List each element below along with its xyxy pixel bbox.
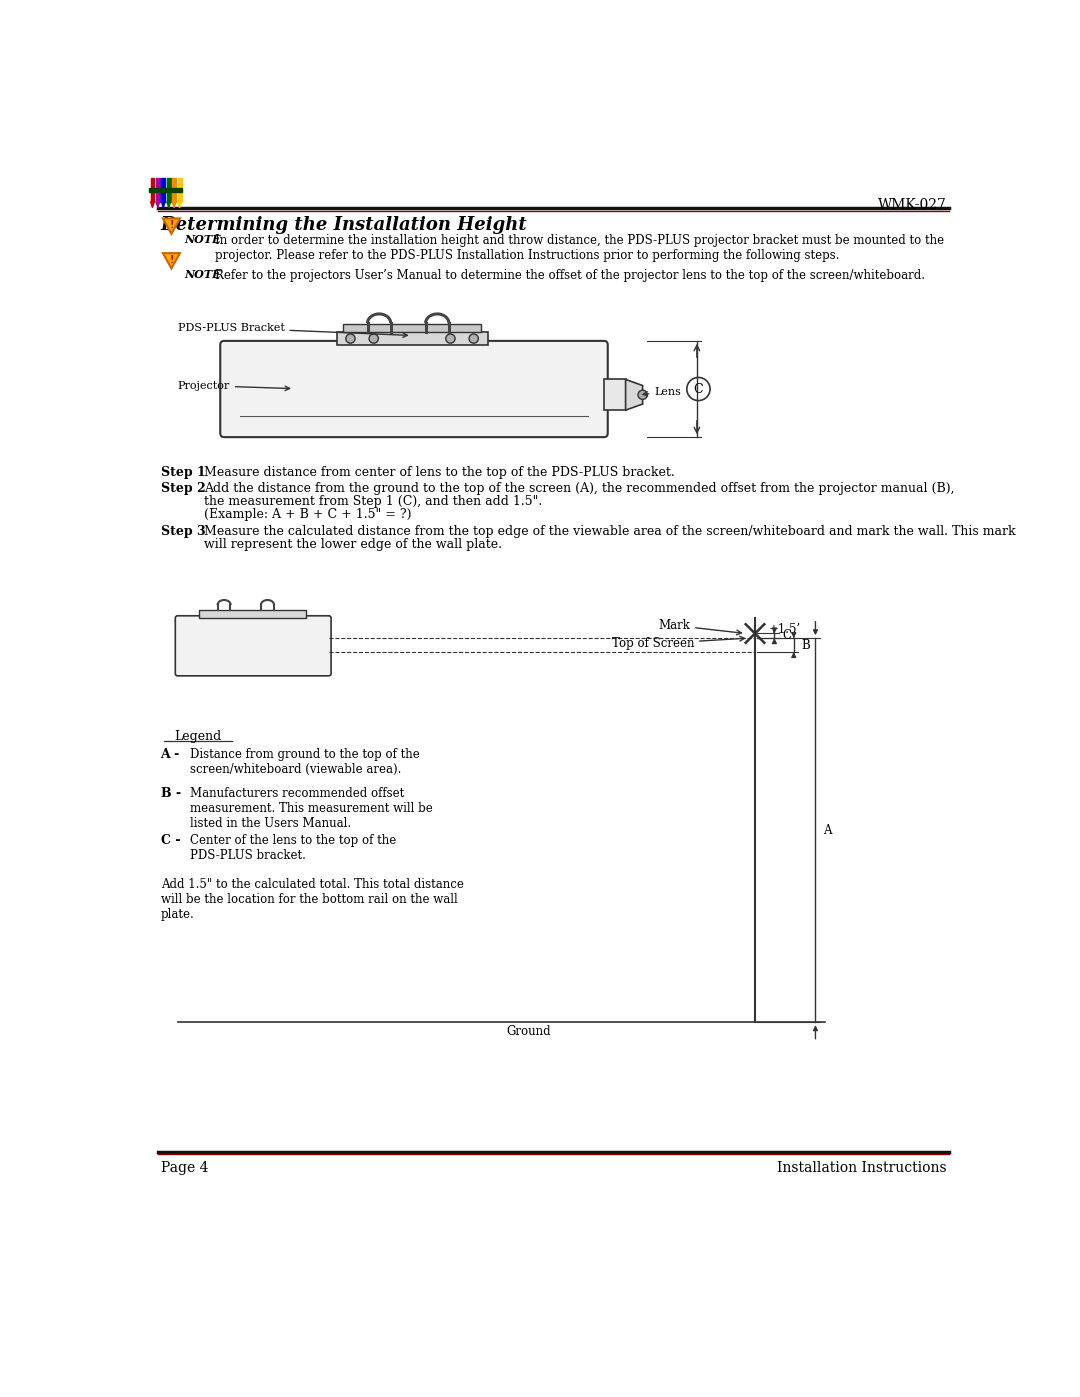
Text: A: A <box>823 824 832 837</box>
Text: !: ! <box>170 256 174 265</box>
Circle shape <box>469 334 478 344</box>
Text: Installation Instructions: Installation Instructions <box>777 1161 946 1175</box>
Text: WMK-027: WMK-027 <box>878 198 947 212</box>
Text: NOTE: NOTE <box>185 268 221 279</box>
Text: A -: A - <box>161 749 180 761</box>
Text: C: C <box>693 383 703 395</box>
Text: B -: B - <box>161 787 180 799</box>
Polygon shape <box>156 201 160 208</box>
Text: will represent the lower edge of the wall plate.: will represent the lower edge of the wal… <box>204 538 502 550</box>
Bar <box>342 324 482 332</box>
Text: Add 1.5" to the calculated total. This total distance
will be the location for t: Add 1.5" to the calculated total. This t… <box>161 877 463 921</box>
Circle shape <box>446 334 455 344</box>
Bar <box>172 179 176 201</box>
Polygon shape <box>625 380 643 411</box>
Bar <box>337 332 488 345</box>
Text: !: ! <box>170 221 174 231</box>
Text: Manufacturers recommended offset
measurement. This measurement will be
listed in: Manufacturers recommended offset measure… <box>190 787 433 830</box>
Text: +1.5’: +1.5’ <box>769 623 801 636</box>
Polygon shape <box>177 201 181 208</box>
Text: Distance from ground to the top of the
screen/whiteboard (viewable area).: Distance from ground to the top of the s… <box>190 749 420 777</box>
Polygon shape <box>163 253 180 268</box>
Text: Page 4: Page 4 <box>161 1161 208 1175</box>
Text: Measure the calculated distance from the top edge of the viewable area of the sc: Measure the calculated distance from the… <box>204 525 1015 538</box>
Text: Step 2: Step 2 <box>161 482 205 495</box>
Circle shape <box>687 377 710 401</box>
Text: (Example: A + B + C + 1.5" = ?): (Example: A + B + C + 1.5" = ?) <box>204 509 411 521</box>
FancyBboxPatch shape <box>175 616 332 676</box>
Polygon shape <box>150 201 154 208</box>
Circle shape <box>346 334 355 344</box>
Bar <box>149 187 181 193</box>
Bar <box>166 179 171 201</box>
Polygon shape <box>166 201 171 208</box>
Polygon shape <box>163 218 180 233</box>
Bar <box>604 380 625 411</box>
Polygon shape <box>161 201 165 208</box>
Text: Step 3: Step 3 <box>161 525 205 538</box>
Text: Measure distance from center of lens to the top of the PDS-PLUS bracket.: Measure distance from center of lens to … <box>204 467 675 479</box>
Bar <box>200 609 307 617</box>
Bar <box>150 179 154 201</box>
Text: Lens: Lens <box>643 387 681 397</box>
Text: Ground: Ground <box>507 1024 551 1038</box>
Text: Refer to the projectors User’s Manual to determine the offset of the projector l: Refer to the projectors User’s Manual to… <box>215 268 924 282</box>
Text: C: C <box>782 629 792 643</box>
Text: Step 1: Step 1 <box>161 467 205 479</box>
Text: Projector: Projector <box>177 380 289 391</box>
Text: NOTE: NOTE <box>185 233 221 244</box>
Text: B: B <box>801 638 810 651</box>
Circle shape <box>638 390 647 400</box>
Circle shape <box>369 334 378 344</box>
Bar <box>161 179 165 201</box>
Text: Mark: Mark <box>658 619 741 634</box>
Text: Center of the lens to the top of the
PDS-PLUS bracket.: Center of the lens to the top of the PDS… <box>190 834 396 862</box>
Polygon shape <box>172 201 176 208</box>
Text: Legend: Legend <box>174 729 221 743</box>
Text: Top of Screen: Top of Screen <box>611 636 744 651</box>
Text: Determining the Installation Height: Determining the Installation Height <box>161 217 527 235</box>
Text: C -: C - <box>161 834 180 848</box>
Text: Add the distance from the ground to the top of the screen (A), the recommended o: Add the distance from the ground to the … <box>204 482 955 495</box>
Text: In order to determine the installation height and throw distance, the PDS-PLUS p: In order to determine the installation h… <box>215 233 944 261</box>
Text: the measurement from Step 1 (C), and then add 1.5".: the measurement from Step 1 (C), and the… <box>204 495 542 509</box>
Text: PDS-PLUS Bracket: PDS-PLUS Bracket <box>177 323 407 337</box>
Bar <box>177 179 181 201</box>
FancyBboxPatch shape <box>220 341 608 437</box>
Bar <box>156 179 160 201</box>
